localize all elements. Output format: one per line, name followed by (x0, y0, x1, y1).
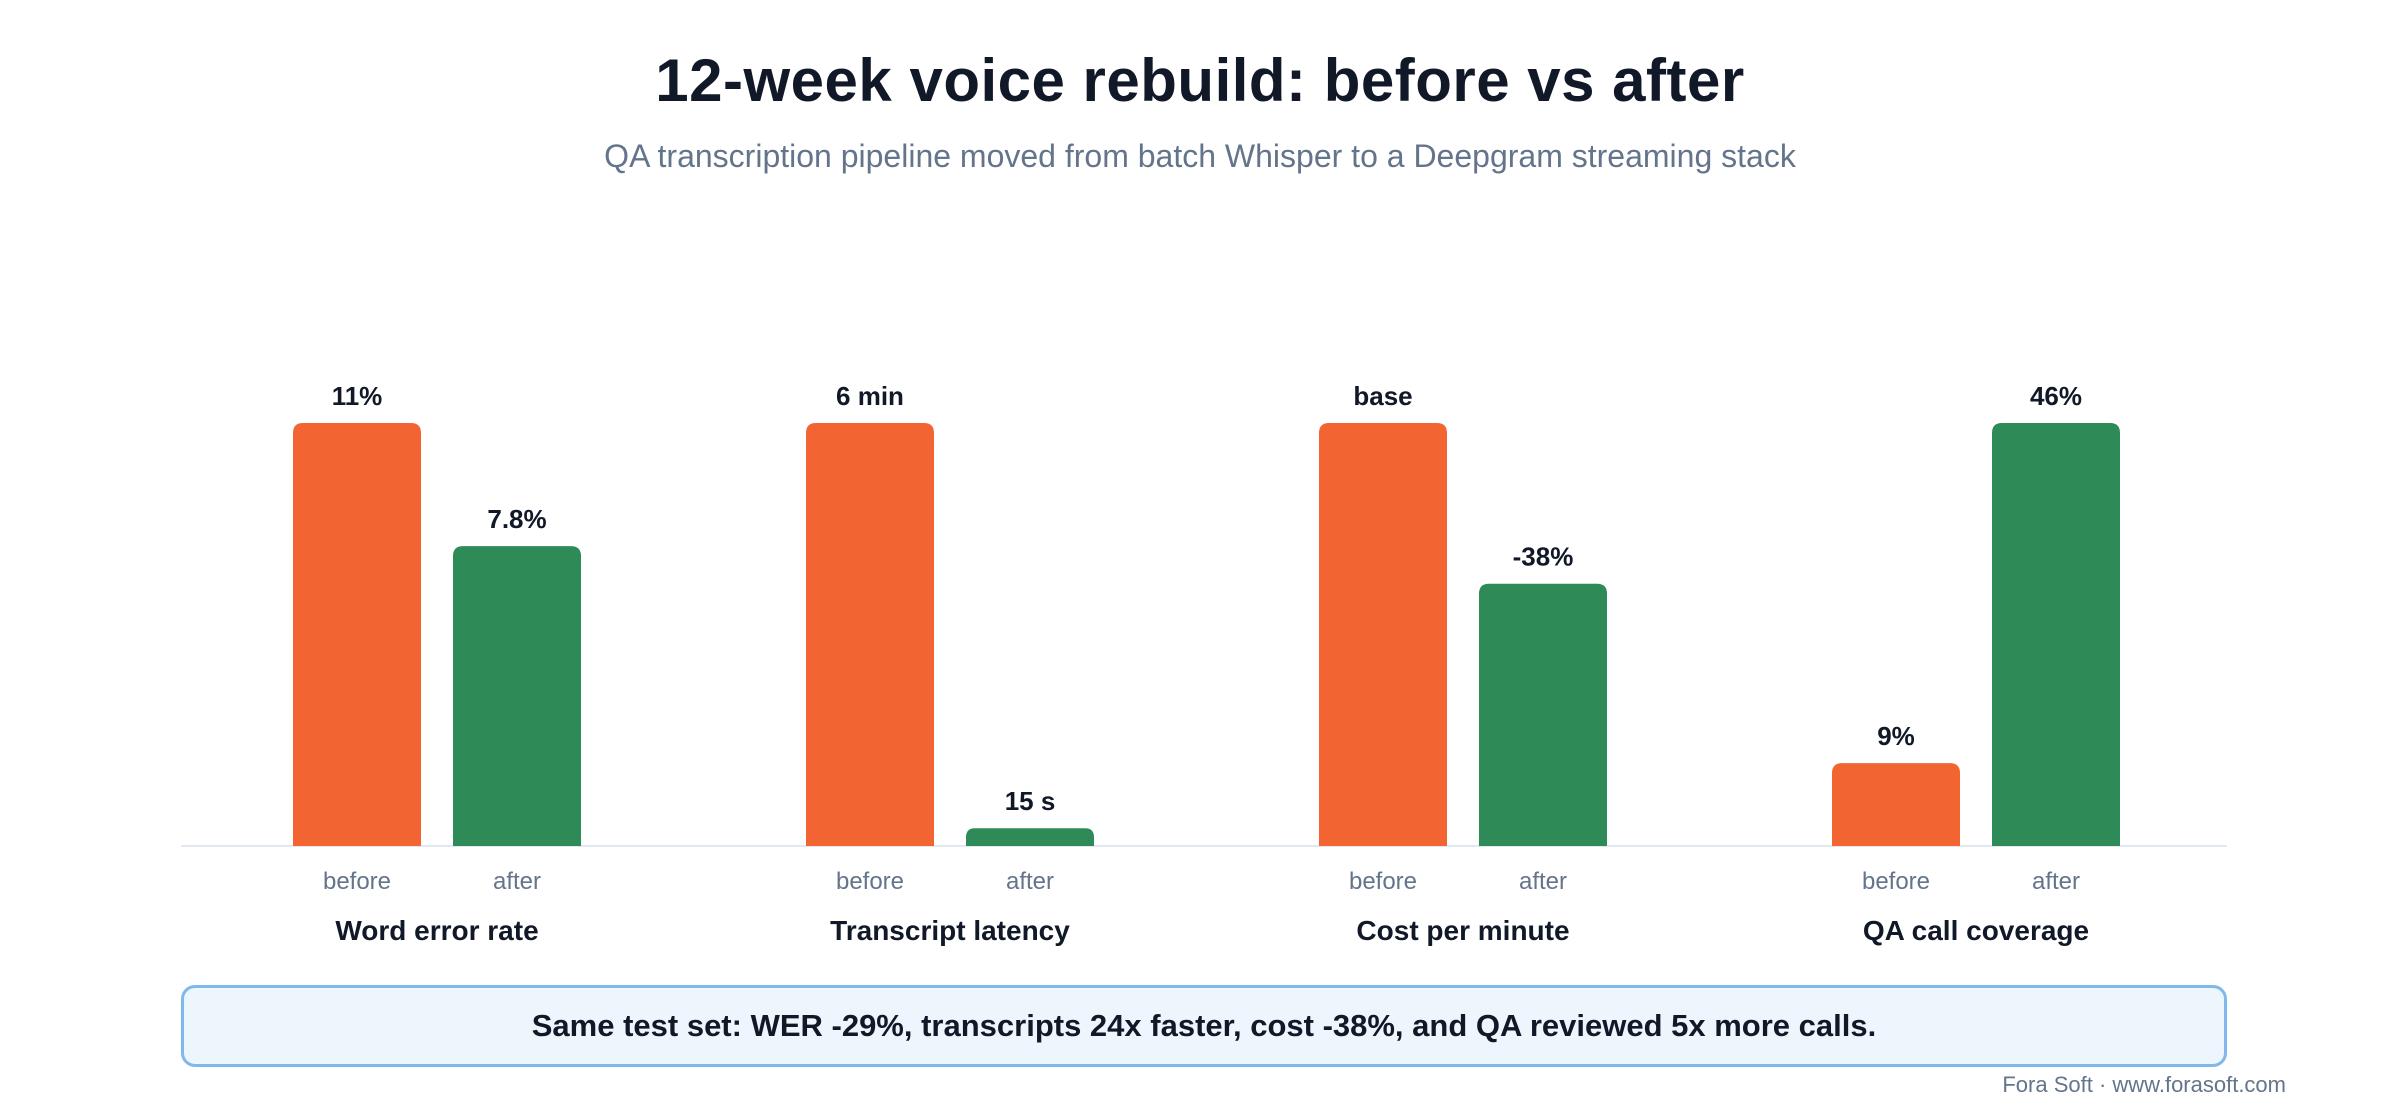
data-label-after-3: 46% (2030, 381, 2082, 411)
series-tick-before-0: before (323, 868, 391, 895)
category-label-2: Cost per minute (1356, 915, 1569, 946)
series-tick-before-3: before (1862, 868, 1930, 895)
data-label-before-0: 11% (332, 381, 383, 411)
footer-credit: Fora Soft · www.forasoft.com (2002, 1072, 2286, 1097)
data-label-after-1: 15 s (1005, 786, 1056, 816)
bar-after-3 (1992, 423, 2120, 846)
series-tick-before-1: before (836, 868, 904, 895)
series-tick-after-2: after (1519, 868, 1567, 895)
chart-title: 12-week voice rebuild: before vs after (655, 47, 1745, 114)
data-label-before-3: 9% (1877, 721, 1915, 751)
data-label-after-0: 7.8% (487, 504, 546, 534)
summary-callout: Same test set: WER -29%, transcripts 24x… (181, 985, 2227, 1067)
series-tick-after-3: after (2032, 868, 2080, 895)
data-label-before-1: 6 min (836, 381, 904, 411)
series-tick-after-0: after (493, 868, 541, 895)
bar-before-0 (293, 423, 421, 846)
series-tick-after-1: after (1006, 868, 1054, 895)
bar-after-2 (1479, 583, 1607, 846)
bar-before-2 (1319, 423, 1447, 846)
category-label-1: Transcript latency (830, 915, 1070, 946)
summary-text: Same test set: WER -29%, transcripts 24x… (531, 1008, 1877, 1043)
bar-before-3 (1832, 763, 1960, 846)
chart-subtitle: QA transcription pipeline moved from bat… (604, 138, 1796, 174)
bar-after-0 (453, 546, 581, 846)
bar-after-1 (966, 828, 1094, 846)
category-label-3: QA call coverage (1863, 915, 2089, 946)
series-tick-before-2: before (1349, 868, 1417, 895)
bar-before-1 (806, 423, 934, 846)
data-label-after-2: -38% (1513, 542, 1574, 572)
data-label-before-2: base (1353, 381, 1412, 411)
category-label-0: Word error rate (335, 915, 538, 946)
